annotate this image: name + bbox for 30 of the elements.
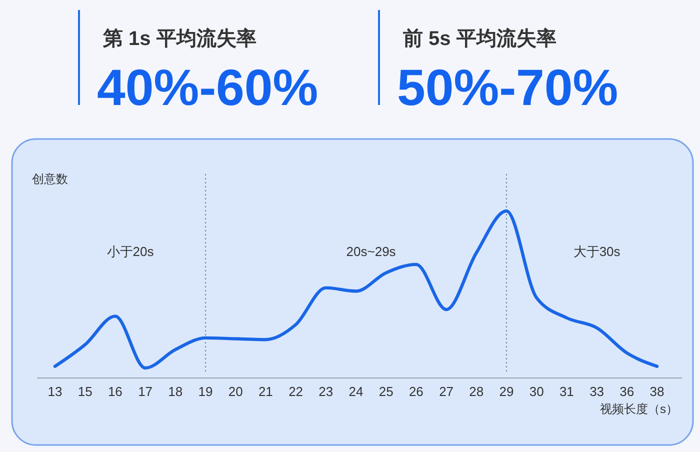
x-tick-label: 17 [138,384,153,399]
x-tick-label: 20 [228,384,243,399]
x-tick-label: 13 [48,384,62,399]
text: 第 1s 平均流失率 [102,27,256,50]
x-tick-label: 26 [408,384,424,399]
annotation: 20s~29s [346,244,396,259]
y-axis-title: 创意数 [32,172,68,186]
x-tick-label: 18 [168,384,183,399]
x-tick-label: 33 [590,384,604,399]
x-tick-label: 23 [318,384,334,399]
x-tick-label: 31 [559,384,574,399]
x-tick-label: 25 [378,384,394,399]
x-tick-label: 24 [348,384,364,399]
x-tick-label: 29 [499,384,514,399]
annotation: 大于30s [573,244,621,259]
x-tick-label: 16 [108,384,122,399]
x-tick-label: 30 [529,384,544,399]
x-tick-label: 15 [78,384,92,399]
x-tick-label: 38 [650,384,664,399]
x-tick-label: 21 [258,384,273,399]
annotation: 小于20s [106,244,154,259]
text: 前 5s 平均流失率 [402,27,556,50]
x-axis-title: 视频长度（s） [600,402,678,416]
x-tick-label: 36 [620,384,634,399]
text: 40%-60% [97,59,318,116]
x-tick-label: 22 [288,384,304,399]
text: 50%-70% [397,59,618,116]
x-tick-label: 28 [469,384,484,399]
x-tick-label: 19 [198,384,213,399]
x-tick-label: 27 [439,384,454,399]
